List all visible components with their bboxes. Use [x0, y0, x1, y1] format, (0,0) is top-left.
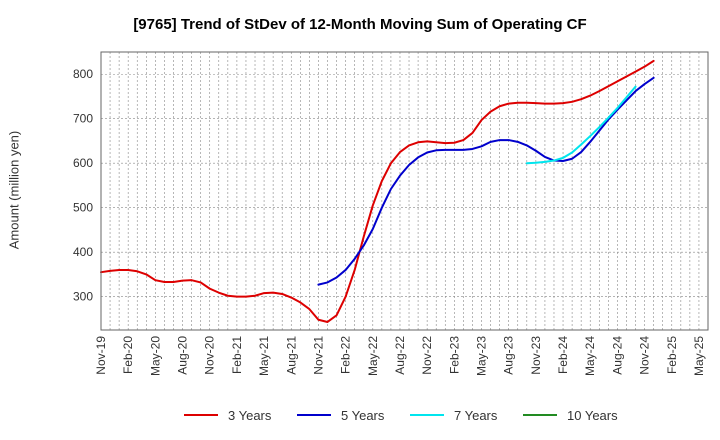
x-tick-label: Nov-20	[203, 336, 217, 375]
x-tick: Nov-21	[311, 336, 325, 375]
legend-swatch	[297, 414, 331, 416]
x-tick: Aug-24	[610, 336, 624, 375]
y-tick-label: 300	[73, 290, 93, 304]
x-tick: Feb-22	[339, 336, 353, 374]
x-tick-label: May-22	[366, 336, 380, 376]
legend-label: 3 Years	[228, 407, 272, 423]
x-tick-label: Aug-21	[284, 336, 298, 375]
x-tick: May-23	[475, 336, 489, 376]
x-tick-label: May-21	[257, 336, 271, 376]
x-tick-label: May-23	[475, 336, 489, 376]
x-tick: Feb-23	[447, 336, 461, 374]
series-line-5-years	[317, 76, 655, 286]
x-tick: Feb-21	[230, 336, 244, 374]
x-tick: May-21	[257, 336, 271, 376]
x-tick: Nov-20	[203, 336, 217, 375]
x-tick: Aug-23	[502, 336, 516, 375]
chart-title: [9765] Trend of StDev of 12-Month Moving…	[133, 16, 587, 33]
x-tick: May-24	[583, 336, 597, 376]
x-tick-label: Aug-20	[176, 336, 190, 375]
x-tick-label: Feb-24	[556, 336, 570, 374]
x-axis-ticks: Nov-19 Feb-20 May-20 Aug-20 Nov-20 Feb-21 May-…	[94, 336, 706, 376]
x-tick-label: May-20	[148, 336, 162, 376]
x-tick-label: Feb-21	[230, 336, 244, 374]
x-tick-label: Aug-22	[393, 336, 407, 375]
plot-frame	[100, 51, 709, 331]
x-tick: Nov-24	[638, 336, 652, 375]
x-tick: Nov-19	[94, 336, 108, 375]
series-lines	[100, 59, 655, 323]
x-tick-label: May-25	[692, 336, 706, 376]
x-tick-label: Nov-21	[311, 336, 325, 375]
y-axis-ticks: 300 400 500 600 700 800	[73, 67, 93, 303]
x-tick-label: Aug-23	[502, 336, 516, 375]
y-tick-label: 800	[73, 67, 93, 81]
x-tick-label: Aug-24	[610, 336, 624, 375]
legend-swatch	[523, 414, 557, 416]
x-tick: Aug-21	[284, 336, 298, 375]
x-tick: May-25	[692, 336, 706, 376]
legend-label: 7 Years	[454, 407, 498, 423]
legend: 3 Years 5 Years 7 Years 10 Years	[0, 406, 720, 424]
series-line-3-years	[100, 59, 655, 323]
x-tick-label: Feb-23	[447, 336, 461, 374]
legend-item-3-years: 3 Years	[184, 406, 271, 424]
x-tick-label: Feb-25	[665, 336, 679, 374]
x-tick: Feb-24	[556, 336, 570, 374]
legend-item-7-years: 7 Years	[410, 406, 497, 424]
x-tick: May-20	[148, 336, 162, 376]
legend-item-5-years: 5 Years	[297, 406, 384, 424]
x-tick-label: Feb-22	[339, 336, 353, 374]
x-tick: Nov-23	[529, 336, 543, 375]
x-tick: May-22	[366, 336, 380, 376]
grid	[100, 52, 709, 330]
x-tick-label: Feb-20	[121, 336, 135, 374]
x-tick-label: Nov-24	[638, 336, 652, 375]
legend-label: 5 Years	[341, 407, 385, 423]
x-tick: Nov-22	[420, 336, 434, 375]
y-tick-label: 400	[73, 245, 93, 259]
x-tick-label: Nov-23	[529, 336, 543, 375]
legend-swatch	[410, 414, 444, 416]
series-line-7-years	[525, 85, 637, 165]
x-tick: Aug-20	[176, 336, 190, 375]
legend-label: 10 Years	[567, 407, 618, 423]
x-tick: Feb-20	[121, 336, 135, 374]
plot-background	[101, 52, 708, 330]
y-tick-label: 600	[73, 156, 93, 170]
x-tick: Aug-22	[393, 336, 407, 375]
x-tick-label: Nov-19	[94, 336, 108, 375]
legend-swatch	[184, 414, 218, 416]
x-tick-label: Nov-22	[420, 336, 434, 375]
x-tick-label: May-24	[583, 336, 597, 376]
y-tick-label: 700	[73, 112, 93, 126]
y-tick-label: 500	[73, 201, 93, 215]
x-tick: Feb-25	[665, 336, 679, 374]
legend-item-10-years: 10 Years	[523, 406, 618, 424]
